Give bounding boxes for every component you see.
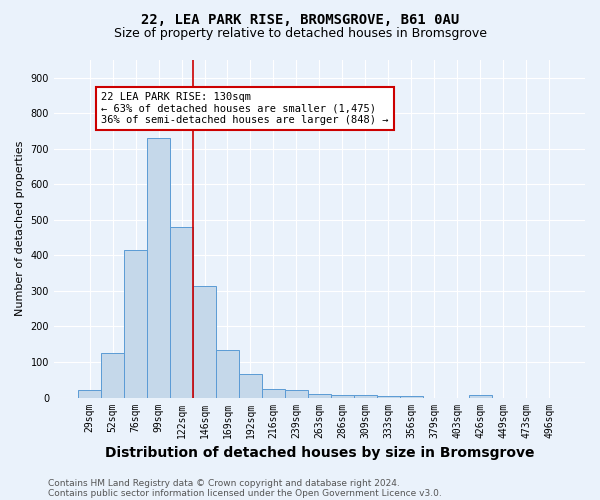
- Bar: [354, 394, 377, 398]
- Text: 22 LEA PARK RISE: 130sqm
← 63% of detached houses are smaller (1,475)
36% of sem: 22 LEA PARK RISE: 130sqm ← 63% of detach…: [101, 92, 389, 125]
- Text: Contains HM Land Registry data © Crown copyright and database right 2024.: Contains HM Land Registry data © Crown c…: [48, 478, 400, 488]
- Bar: [78, 390, 101, 398]
- Bar: [308, 394, 331, 398]
- Text: Size of property relative to detached houses in Bromsgrove: Size of property relative to detached ho…: [113, 28, 487, 40]
- Bar: [101, 353, 124, 398]
- Bar: [469, 394, 492, 398]
- Y-axis label: Number of detached properties: Number of detached properties: [15, 141, 25, 316]
- Bar: [147, 138, 170, 398]
- Bar: [377, 396, 400, 398]
- Text: 22, LEA PARK RISE, BROMSGROVE, B61 0AU: 22, LEA PARK RISE, BROMSGROVE, B61 0AU: [141, 12, 459, 26]
- Bar: [170, 227, 193, 398]
- Bar: [193, 286, 216, 398]
- Bar: [216, 350, 239, 398]
- Bar: [124, 250, 147, 398]
- Text: Contains public sector information licensed under the Open Government Licence v3: Contains public sector information licen…: [48, 488, 442, 498]
- Bar: [285, 390, 308, 398]
- Bar: [262, 388, 285, 398]
- Bar: [400, 396, 423, 398]
- Bar: [239, 374, 262, 398]
- X-axis label: Distribution of detached houses by size in Bromsgrove: Distribution of detached houses by size …: [105, 446, 534, 460]
- Bar: [331, 394, 354, 398]
